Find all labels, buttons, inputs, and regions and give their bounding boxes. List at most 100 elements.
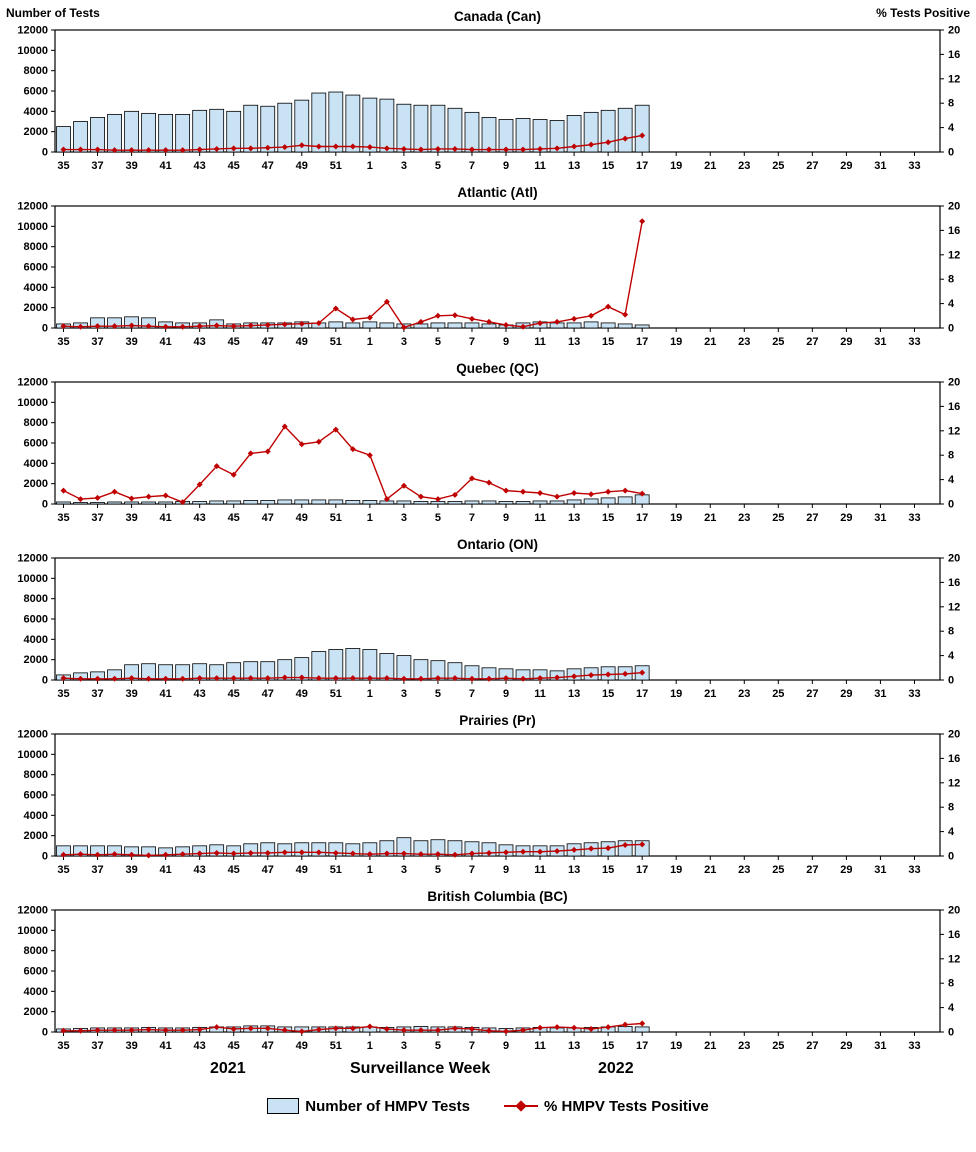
svg-text:9: 9 — [503, 336, 509, 348]
svg-text:17: 17 — [636, 688, 648, 700]
svg-text:31: 31 — [874, 336, 886, 348]
svg-text:25: 25 — [772, 864, 784, 876]
panel-svg: British Columbia (BC)0200040006000800010… — [17, 889, 960, 1052]
svg-text:4000: 4000 — [24, 986, 48, 998]
svg-text:1: 1 — [367, 160, 373, 172]
svg-text:2000: 2000 — [24, 654, 48, 666]
svg-text:2000: 2000 — [24, 830, 48, 842]
svg-text:9: 9 — [503, 160, 509, 172]
svg-text:11: 11 — [534, 512, 546, 524]
svg-text:39: 39 — [125, 160, 137, 172]
svg-text:43: 43 — [194, 512, 206, 524]
svg-text:27: 27 — [806, 160, 818, 172]
svg-text:12000: 12000 — [17, 905, 48, 917]
svg-text:35: 35 — [57, 336, 69, 348]
svg-text:51: 51 — [330, 336, 342, 348]
svg-text:17: 17 — [636, 864, 648, 876]
plot-frame — [54, 557, 941, 681]
svg-text:16: 16 — [948, 49, 960, 61]
panel-svg: Ontario (ON) 0 2000 4000 6000 8000 10000 12000 0… — [17, 537, 960, 700]
svg-text:12000: 12000 — [17, 553, 48, 565]
svg-text:0: 0 — [42, 675, 48, 687]
svg-text:8: 8 — [948, 450, 954, 462]
line-pct-positive — [60, 423, 646, 506]
svg-text:37: 37 — [91, 1040, 103, 1052]
svg-text:45: 45 — [228, 160, 240, 172]
svg-text:21: 21 — [704, 512, 716, 524]
svg-text:41: 41 — [160, 1040, 172, 1052]
svg-text:23: 23 — [738, 160, 750, 172]
svg-text:47: 47 — [262, 864, 274, 876]
svg-text:4: 4 — [948, 650, 955, 662]
x-axis-footer: 2021 Surveillance Week 2022 — [0, 1056, 976, 1088]
svg-text:8: 8 — [948, 274, 954, 286]
svg-text:15: 15 — [602, 688, 614, 700]
svg-text:10000: 10000 — [17, 749, 48, 761]
svg-text:4: 4 — [948, 826, 955, 838]
panel-title: Ontario (ON) — [457, 537, 538, 552]
svg-text:10000: 10000 — [17, 573, 48, 585]
svg-text:9: 9 — [503, 1040, 509, 1052]
right-axis-title: % Tests Positive — [876, 6, 970, 20]
svg-text:25: 25 — [772, 1040, 784, 1052]
svg-text:21: 21 — [704, 336, 716, 348]
svg-text:43: 43 — [194, 160, 206, 172]
svg-text:16: 16 — [948, 401, 960, 413]
svg-text:12: 12 — [948, 249, 960, 261]
svg-text:35: 35 — [57, 688, 69, 700]
svg-text:1: 1 — [367, 1040, 373, 1052]
svg-text:49: 49 — [296, 336, 308, 348]
svg-text:20: 20 — [948, 377, 960, 389]
chart-panel-atlantic-atl: Atlantic (Atl) 0 2000 4000 6000 8000 10000 1200… — [0, 176, 976, 352]
svg-text:4000: 4000 — [24, 106, 48, 118]
svg-text:11: 11 — [534, 1040, 546, 1052]
svg-text:0: 0 — [948, 675, 954, 687]
svg-text:39: 39 — [125, 1040, 137, 1052]
svg-text:20: 20 — [948, 905, 960, 917]
svg-text:4000: 4000 — [24, 810, 48, 822]
svg-text:33: 33 — [908, 688, 920, 700]
svg-text:51: 51 — [330, 1040, 342, 1052]
legend-tests-label: Number of HMPV Tests — [305, 1097, 470, 1115]
svg-text:45: 45 — [228, 688, 240, 700]
svg-text:35: 35 — [57, 512, 69, 524]
svg-text:21: 21 — [704, 688, 716, 700]
svg-text:31: 31 — [874, 512, 886, 524]
svg-text:47: 47 — [262, 336, 274, 348]
svg-text:29: 29 — [840, 1040, 852, 1052]
svg-text:17: 17 — [636, 336, 648, 348]
svg-text:19: 19 — [670, 1040, 682, 1052]
svg-text:1: 1 — [367, 512, 373, 524]
svg-text:2000: 2000 — [24, 1006, 48, 1018]
svg-text:16: 16 — [948, 929, 960, 941]
svg-text:9: 9 — [503, 512, 509, 524]
svg-text:41: 41 — [160, 336, 172, 348]
svg-text:4: 4 — [948, 298, 955, 310]
legend-item-positive: % HMPV Tests Positive — [503, 1098, 709, 1115]
left-axis-title: Number of Tests — [6, 6, 100, 20]
svg-text:37: 37 — [91, 160, 103, 172]
svg-text:31: 31 — [874, 864, 886, 876]
svg-text:49: 49 — [296, 1040, 308, 1052]
svg-text:12: 12 — [948, 425, 960, 437]
svg-text:15: 15 — [602, 512, 614, 524]
svg-text:17: 17 — [636, 512, 648, 524]
svg-text:21: 21 — [704, 864, 716, 876]
svg-text:19: 19 — [670, 512, 682, 524]
svg-text:5: 5 — [435, 864, 441, 876]
line-diamond-icon — [503, 1099, 538, 1113]
svg-text:13: 13 — [568, 1040, 580, 1052]
svg-text:31: 31 — [874, 688, 886, 700]
panel-svg: Canada (Can) 0 2000 4000 6000 8000 10000 12000 0… — [17, 9, 960, 172]
svg-text:33: 33 — [908, 160, 920, 172]
svg-text:37: 37 — [91, 512, 103, 524]
svg-text:33: 33 — [908, 336, 920, 348]
svg-text:0: 0 — [948, 147, 954, 159]
svg-text:17: 17 — [636, 160, 648, 172]
panel-svg: Atlantic (Atl)02000400060008000100001200… — [17, 185, 960, 348]
svg-text:3: 3 — [401, 512, 407, 524]
svg-text:47: 47 — [262, 1040, 274, 1052]
svg-text:3: 3 — [401, 1040, 407, 1052]
svg-text:33: 33 — [908, 864, 920, 876]
svg-text:5: 5 — [435, 1040, 441, 1052]
